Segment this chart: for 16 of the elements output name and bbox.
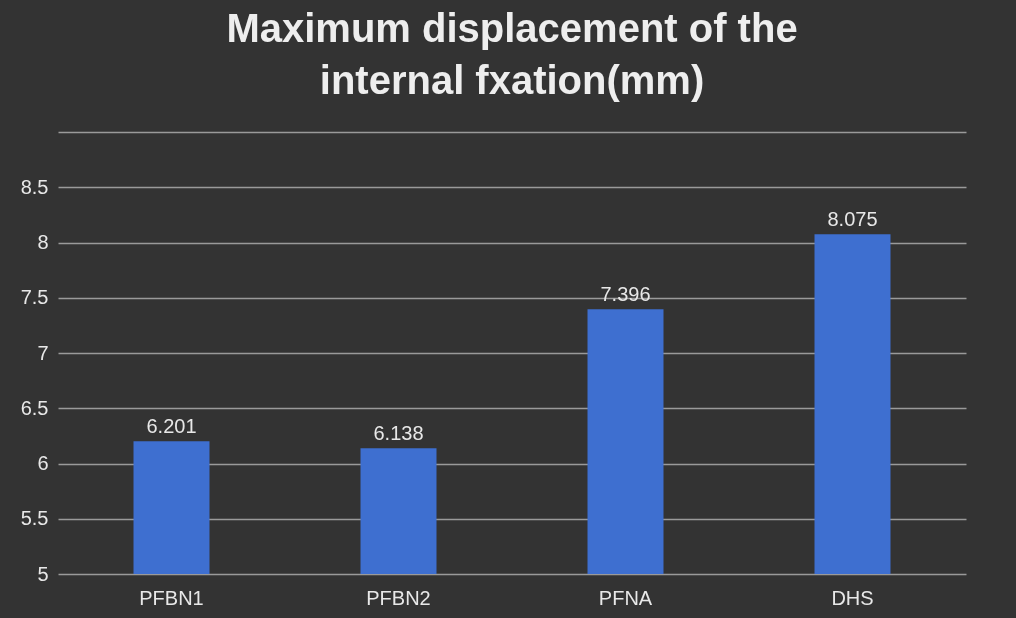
x-tick-label: DHS [831,586,874,609]
data-label: 6.138 [373,422,424,445]
data-label: 8.075 [827,208,878,231]
x-tick-label: PFBN1 [139,586,204,609]
y-tick-label: 8 [37,231,49,253]
chart-title: Maximum displacement of the internal fxation(mm) [226,6,798,102]
y-tick-label: 5 [37,562,49,585]
y-tick-label: 7.5 [20,286,49,309]
y-tick-label: 5.5 [20,507,49,530]
x-tick-label: PFNA [598,586,653,609]
data-label: 6.201 [146,415,197,438]
y-tick-label: 6 [37,452,49,474]
y-tick-label: 6.5 [20,396,49,419]
x-tick-label: PFBN2 [366,586,431,609]
y-tick-label: 7 [37,341,49,364]
y-tick-label: 8.5 [20,175,49,198]
